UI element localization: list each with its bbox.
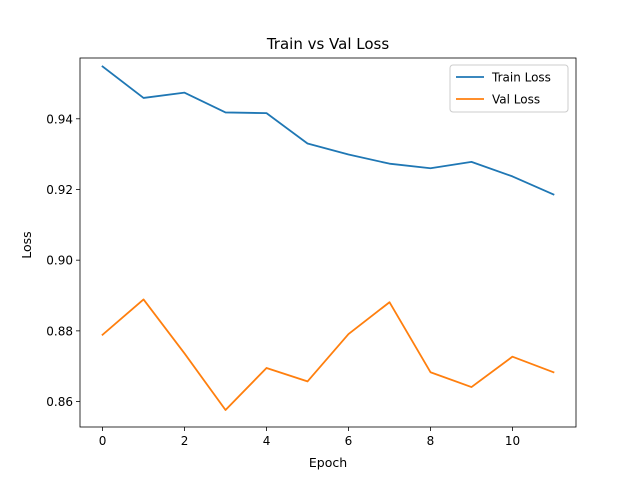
series-line-val-loss: [101, 298, 555, 411]
x-tick-label: 0: [99, 434, 107, 448]
plot-layer: 0 2 4 6 8 10 0.86 0.88 0.90 0.92 0.94 Train Loss Val…: [46, 57, 577, 448]
x-tick-label: 4: [263, 434, 271, 448]
x-tick-label: 6: [345, 434, 353, 448]
x-tick-label: 8: [427, 434, 435, 448]
series-line-train-loss: [101, 65, 555, 196]
y-axis-label: Loss: [19, 231, 34, 258]
y-tick-label: 0.94: [46, 112, 73, 126]
y-tick-label: 0.86: [46, 395, 73, 409]
x-axis-label: Epoch: [309, 455, 347, 470]
y-tick-label: 0.92: [46, 183, 73, 197]
y-tick-label: 0.90: [46, 254, 73, 268]
legend-label-train-loss: Train Loss: [491, 71, 551, 85]
x-tick-label: 10: [505, 434, 520, 448]
axes-frame: [79, 57, 577, 428]
y-tick-label: 0.88: [46, 324, 73, 338]
chart-title: Train vs Val Loss: [266, 35, 390, 53]
x-tick-label: 2: [181, 434, 189, 448]
legend-label-val-loss: Val Loss: [492, 93, 540, 107]
